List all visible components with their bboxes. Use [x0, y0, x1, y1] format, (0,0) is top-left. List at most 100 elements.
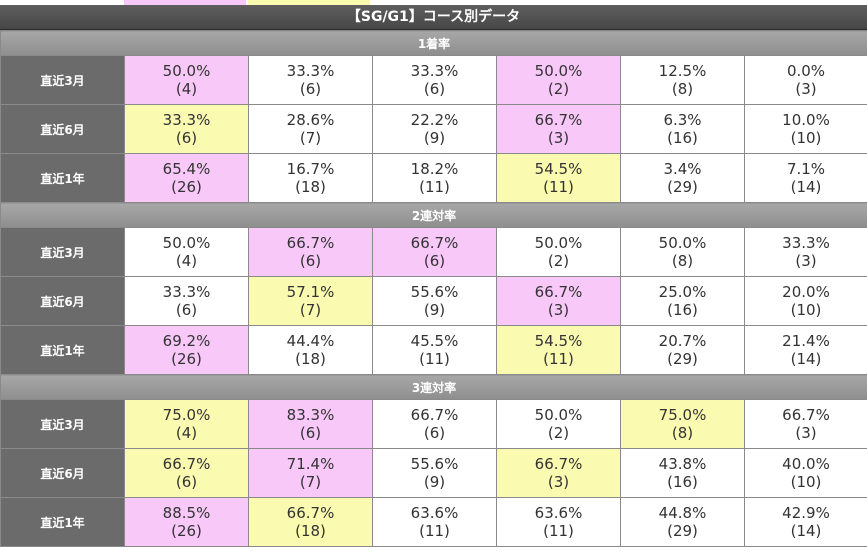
stat-percent: 50.0%	[162, 234, 211, 252]
stat-count: (14)	[790, 178, 822, 196]
stat-percent: 50.0%	[162, 62, 211, 80]
top-edge-strip	[0, 0, 867, 5]
stat-cell: 33.3% (6)	[248, 55, 373, 105]
stat-cell: 50.0% (8)	[620, 227, 745, 277]
stat-percent: 7.1%	[786, 160, 826, 178]
stat-percent: 43.8%	[658, 455, 707, 473]
section-header-row: 1着率	[0, 30, 867, 56]
stat-count: (29)	[667, 178, 698, 196]
stat-percent: 12.5%	[658, 62, 707, 80]
stat-cell: 66.7% (3)	[496, 448, 621, 498]
stat-percent: 66.7%	[782, 406, 830, 424]
stat-percent: 40.0%	[782, 455, 830, 473]
stat-count: (3)	[795, 80, 817, 98]
stat-cell: 6.3% (16)	[620, 104, 745, 154]
stat-percent: 65.4%	[162, 160, 211, 178]
stat-percent: 88.5%	[162, 504, 211, 522]
stat-cell: 55.6% (9)	[372, 276, 497, 326]
stat-count: (9)	[423, 473, 446, 491]
stat-percent: 55.6%	[410, 283, 459, 301]
stat-percent: 10.0%	[782, 111, 830, 129]
stat-cell: 21.4% (14)	[744, 325, 867, 375]
stat-cell: 42.9% (14)	[744, 497, 867, 547]
stat-cell: 54.5% (11)	[496, 153, 621, 203]
stat-cell: 63.6% (11)	[372, 497, 497, 547]
stat-percent: 20.0%	[782, 283, 830, 301]
stat-cell: 28.6% (7)	[248, 104, 373, 154]
stat-cell: 83.3% (6)	[248, 399, 373, 449]
stat-cell: 33.3% (6)	[124, 276, 249, 326]
row-label: 直近1年	[0, 325, 125, 375]
stat-percent: 18.2%	[410, 160, 459, 178]
stat-count: (18)	[295, 350, 326, 368]
stat-percent: 54.5%	[534, 160, 583, 178]
stat-count: (6)	[423, 424, 446, 442]
stat-count: (7)	[299, 301, 322, 319]
stat-count: (26)	[171, 522, 202, 540]
stat-percent: 66.7%	[534, 283, 583, 301]
stat-cell: 66.7% (6)	[124, 448, 249, 498]
stat-percent: 50.0%	[534, 62, 583, 80]
stat-percent: 66.7%	[286, 234, 335, 252]
stat-cell: 33.3% (6)	[124, 104, 249, 154]
table-title: 【SG/G1】コース別データ	[0, 5, 867, 30]
table-row: 直近6月 33.3% (6) 28.6% (7) 22.2% (9) 66.7% (3) 6.3%…	[0, 104, 867, 154]
stat-cell: 20.0% (10)	[744, 276, 867, 326]
stat-count: (3)	[547, 473, 570, 491]
stat-cell: 25.0% (16)	[620, 276, 745, 326]
stat-cell: 63.6% (11)	[496, 497, 621, 547]
table-row: 直近1年 69.2% (26) 44.4% (18) 45.5% (11) 54.5% (11)…	[0, 325, 867, 375]
stat-cell: 20.7% (29)	[620, 325, 745, 375]
stat-cell: 65.4% (26)	[124, 153, 249, 203]
stat-count: (8)	[671, 424, 694, 442]
stat-count: (11)	[543, 178, 574, 196]
table-row: 直近6月 66.7% (6) 71.4% (7) 55.6% (9) 66.7% (3) 43.8…	[0, 448, 867, 498]
stat-cell: 54.5% (11)	[496, 325, 621, 375]
stat-cell: 50.0% (2)	[496, 399, 621, 449]
stat-count: (10)	[790, 473, 822, 491]
stat-count: (16)	[667, 473, 698, 491]
stat-count: (3)	[795, 252, 817, 270]
stat-count: (2)	[547, 424, 570, 442]
stat-count: (14)	[790, 350, 822, 368]
stat-percent: 45.5%	[410, 332, 459, 350]
stat-percent: 66.7%	[410, 234, 459, 252]
section-title: 1着率	[0, 30, 867, 56]
stat-cell: 66.7% (3)	[496, 276, 621, 326]
stat-cell: 66.7% (3)	[744, 399, 867, 449]
stat-cell: 66.7% (6)	[372, 399, 497, 449]
stat-percent: 3.4%	[663, 160, 702, 178]
stat-percent: 28.6%	[286, 111, 335, 129]
stat-percent: 50.0%	[534, 234, 583, 252]
stat-count: (10)	[790, 129, 822, 147]
stat-percent: 22.2%	[410, 111, 459, 129]
stat-count: (4)	[175, 252, 198, 270]
stat-count: (26)	[171, 178, 202, 196]
stat-count: (11)	[543, 522, 574, 540]
stat-count: (3)	[547, 129, 570, 147]
stat-count: (6)	[299, 80, 322, 98]
stat-count: (2)	[547, 80, 570, 98]
stat-cell: 16.7% (18)	[248, 153, 373, 203]
table-row: 直近1年 65.4% (26) 16.7% (18) 18.2% (11) 54.5% (11)…	[0, 153, 867, 203]
table-row: 直近1年 88.5% (26) 66.7% (18) 63.6% (11) 63.6% (11)…	[0, 497, 867, 547]
stat-cell: 44.4% (18)	[248, 325, 373, 375]
stat-cell: 7.1% (14)	[744, 153, 867, 203]
stat-percent: 75.0%	[658, 406, 707, 424]
stat-percent: 33.3%	[162, 283, 211, 301]
stat-percent: 50.0%	[534, 406, 583, 424]
stat-percent: 33.3%	[286, 62, 335, 80]
stat-cell: 45.5% (11)	[372, 325, 497, 375]
table-row: 直近3月 50.0% (4) 66.7% (6) 66.7% (6) 50.0% (2) 50.0…	[0, 227, 867, 277]
stat-cell: 18.2% (11)	[372, 153, 497, 203]
stat-cell: 50.0% (4)	[124, 55, 249, 105]
stat-count: (11)	[419, 178, 450, 196]
stat-count: (6)	[175, 301, 198, 319]
stat-count: (18)	[295, 522, 326, 540]
stat-percent: 83.3%	[286, 406, 335, 424]
stat-count: (10)	[790, 301, 822, 319]
stat-count: (2)	[547, 252, 570, 270]
stat-percent: 63.6%	[410, 504, 459, 522]
stat-count: (6)	[175, 473, 198, 491]
stat-count: (16)	[667, 129, 698, 147]
